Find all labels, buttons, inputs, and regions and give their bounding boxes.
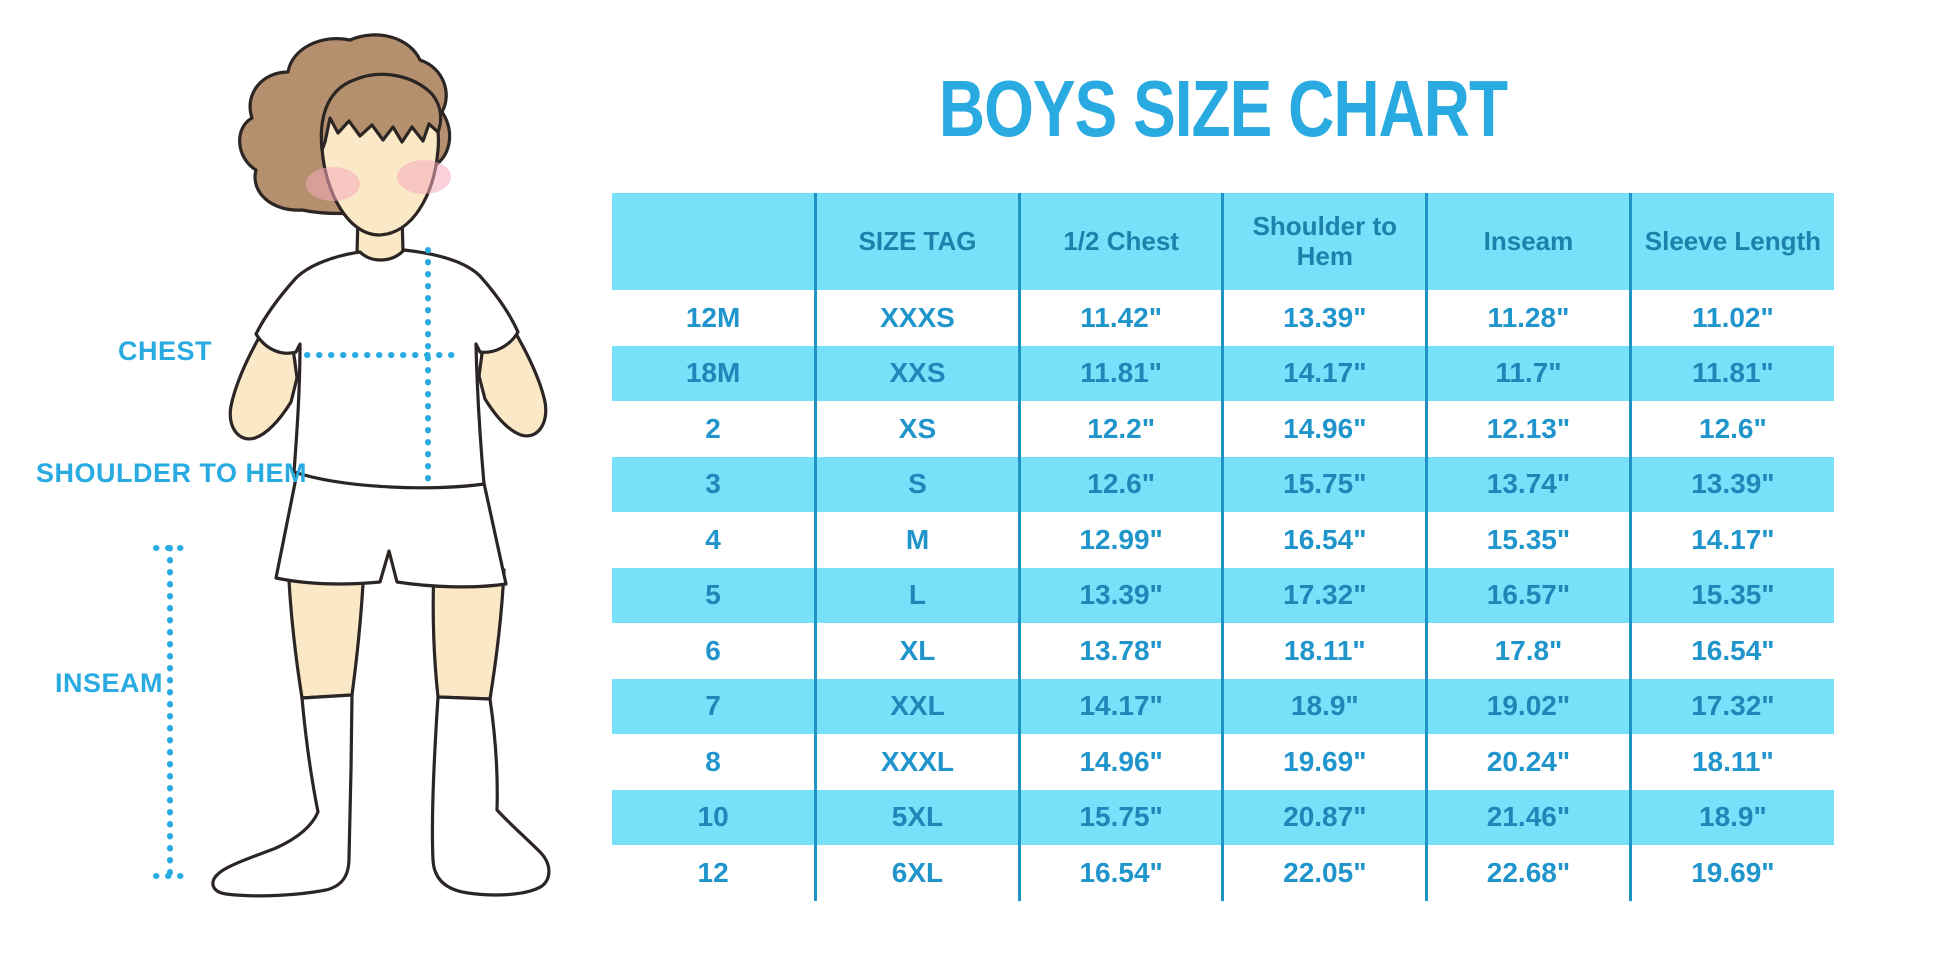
row-value-cell: 17.8" bbox=[1425, 623, 1631, 679]
size-table: SIZE TAG 1/2 Chest Shoulder to Hem Insea… bbox=[612, 193, 1834, 901]
table-row: 8 XXXL 14.96" 19.69" 20.24" 18.11" bbox=[612, 734, 1834, 790]
row-value-cell: 16.54" bbox=[1628, 623, 1834, 679]
row-value-cell: 13.74" bbox=[1425, 456, 1631, 512]
row-value-cell: 15.35" bbox=[1628, 567, 1834, 623]
row-value-cell: 6XL bbox=[814, 845, 1020, 901]
row-size-cell: 5 bbox=[612, 567, 816, 623]
cheek-left bbox=[306, 167, 360, 201]
table-row: 3 S 12.6" 15.75" 13.74" 13.39" bbox=[612, 456, 1834, 512]
cheek-right bbox=[397, 160, 451, 194]
row-size-cell: 7 bbox=[612, 678, 816, 734]
sock-right bbox=[430, 695, 551, 897]
row-value-cell: 19.02" bbox=[1425, 678, 1631, 734]
row-value-cell: 13.39" bbox=[1221, 290, 1427, 346]
row-value-cell: 22.05" bbox=[1221, 845, 1427, 901]
row-value-cell: 12.6" bbox=[1628, 401, 1834, 457]
shoulder-to-hem-label: SHOULDER TO HEM bbox=[36, 458, 308, 488]
row-value-cell: 14.17" bbox=[1017, 678, 1223, 734]
row-value-cell: XXL bbox=[814, 678, 1020, 734]
row-value-cell: 19.69" bbox=[1221, 734, 1427, 790]
row-size-cell: 12M bbox=[612, 290, 816, 346]
row-size-cell: 6 bbox=[612, 623, 816, 679]
row-value-cell: 19.69" bbox=[1628, 845, 1834, 901]
header-half-chest: 1/2 Chest bbox=[1017, 193, 1223, 290]
row-value-cell: XXXL bbox=[814, 734, 1020, 790]
row-value-cell: 16.54" bbox=[1221, 512, 1427, 568]
row-value-cell: 12.6" bbox=[1017, 456, 1223, 512]
table-row: 5 L 13.39" 17.32" 16.57" 15.35" bbox=[612, 567, 1834, 623]
row-value-cell: 14.17" bbox=[1628, 512, 1834, 568]
table-row: 2 XS 12.2" 14.96" 12.13" 12.6" bbox=[612, 401, 1834, 457]
size-table-body: 12M XXXS 11.42" 13.39" 11.28" 11.02" 18M XXS 11.… bbox=[612, 290, 1834, 901]
row-value-cell: XL bbox=[814, 623, 1020, 679]
table-row: 7 XXL 14.17" 18.9" 19.02" 17.32" bbox=[612, 678, 1834, 734]
row-value-cell: 11.81" bbox=[1628, 345, 1834, 401]
row-value-cell: 11.02" bbox=[1628, 290, 1834, 346]
row-value-cell: 14.17" bbox=[1221, 345, 1427, 401]
table-row: 10 5XL 15.75" 20.87" 21.46" 18.9" bbox=[612, 789, 1834, 845]
header-inseam: Inseam bbox=[1425, 193, 1631, 290]
row-value-cell: 21.46" bbox=[1425, 789, 1631, 845]
row-value-cell: 13.39" bbox=[1628, 456, 1834, 512]
row-value-cell: 15.35" bbox=[1425, 512, 1631, 568]
row-size-cell: 4 bbox=[612, 512, 816, 568]
row-value-cell: 11.81" bbox=[1017, 345, 1223, 401]
table-row: 6 XL 13.78" 18.11" 17.8" 16.54" bbox=[612, 623, 1834, 679]
table-row: 12M XXXS 11.42" 13.39" 11.28" 11.02" bbox=[612, 290, 1834, 346]
row-value-cell: 14.96" bbox=[1017, 734, 1223, 790]
row-value-cell: 11.28" bbox=[1425, 290, 1631, 346]
header-shoulder-to-hem: Shoulder to Hem bbox=[1221, 193, 1427, 290]
row-value-cell: 18.9" bbox=[1628, 789, 1834, 845]
hair-fringe bbox=[319, 72, 443, 152]
row-value-cell: XS bbox=[814, 401, 1020, 457]
row-value-cell: 12.99" bbox=[1017, 512, 1223, 568]
row-value-cell: 18.11" bbox=[1221, 623, 1427, 679]
row-size-cell: 12 bbox=[612, 845, 816, 901]
row-size-cell: 2 bbox=[612, 401, 816, 457]
boy-measurement-illustration bbox=[153, 33, 551, 898]
table-row: 12 6XL 16.54" 22.05" 22.68" 19.69" bbox=[612, 845, 1834, 901]
row-value-cell: 16.54" bbox=[1017, 845, 1223, 901]
row-value-cell: 14.96" bbox=[1221, 401, 1427, 457]
row-value-cell: 5XL bbox=[814, 789, 1020, 845]
row-value-cell: 17.32" bbox=[1628, 678, 1834, 734]
row-value-cell: 13.78" bbox=[1017, 623, 1223, 679]
row-value-cell: 11.42" bbox=[1017, 290, 1223, 346]
header-sleeve-length: Sleeve Length bbox=[1628, 193, 1834, 290]
row-value-cell: 13.39" bbox=[1017, 567, 1223, 623]
header-row: SIZE TAG 1/2 Chest Shoulder to Hem Insea… bbox=[612, 193, 1834, 290]
row-value-cell: L bbox=[814, 567, 1020, 623]
row-value-cell: 15.75" bbox=[1017, 789, 1223, 845]
page-title: BOYS SIZE CHART bbox=[938, 63, 1508, 154]
row-value-cell: 18.9" bbox=[1221, 678, 1427, 734]
row-value-cell: S bbox=[814, 456, 1020, 512]
header-size bbox=[612, 193, 816, 290]
row-size-cell: 8 bbox=[612, 734, 816, 790]
sock-left bbox=[211, 693, 354, 898]
row-value-cell: 22.68" bbox=[1425, 845, 1631, 901]
row-value-cell: 17.32" bbox=[1221, 567, 1427, 623]
row-value-cell: 15.75" bbox=[1221, 456, 1427, 512]
row-value-cell: 12.2" bbox=[1017, 401, 1223, 457]
table-row: 18M XXS 11.81" 14.17" 11.7" 11.81" bbox=[612, 345, 1834, 401]
table-row: 4 M 12.99" 16.54" 15.35" 14.17" bbox=[612, 512, 1834, 568]
row-size-cell: 18M bbox=[612, 345, 816, 401]
row-value-cell: 11.7" bbox=[1425, 345, 1631, 401]
size-table-header: SIZE TAG 1/2 Chest Shoulder to Hem Insea… bbox=[612, 193, 1834, 290]
row-value-cell: 12.13" bbox=[1425, 401, 1631, 457]
header-size-tag: SIZE TAG bbox=[814, 193, 1020, 290]
chest-label: CHEST bbox=[118, 336, 213, 366]
row-value-cell: 20.24" bbox=[1425, 734, 1631, 790]
row-size-cell: 3 bbox=[612, 456, 816, 512]
row-value-cell: 16.57" bbox=[1425, 567, 1631, 623]
row-value-cell: XXXS bbox=[814, 290, 1020, 346]
row-value-cell: 20.87" bbox=[1221, 789, 1427, 845]
shirt bbox=[254, 248, 520, 490]
row-value-cell: M bbox=[814, 512, 1020, 568]
row-size-cell: 10 bbox=[612, 789, 816, 845]
row-value-cell: XXS bbox=[814, 345, 1020, 401]
row-value-cell: 18.11" bbox=[1628, 734, 1834, 790]
inseam-label: INSEAM bbox=[55, 668, 164, 698]
